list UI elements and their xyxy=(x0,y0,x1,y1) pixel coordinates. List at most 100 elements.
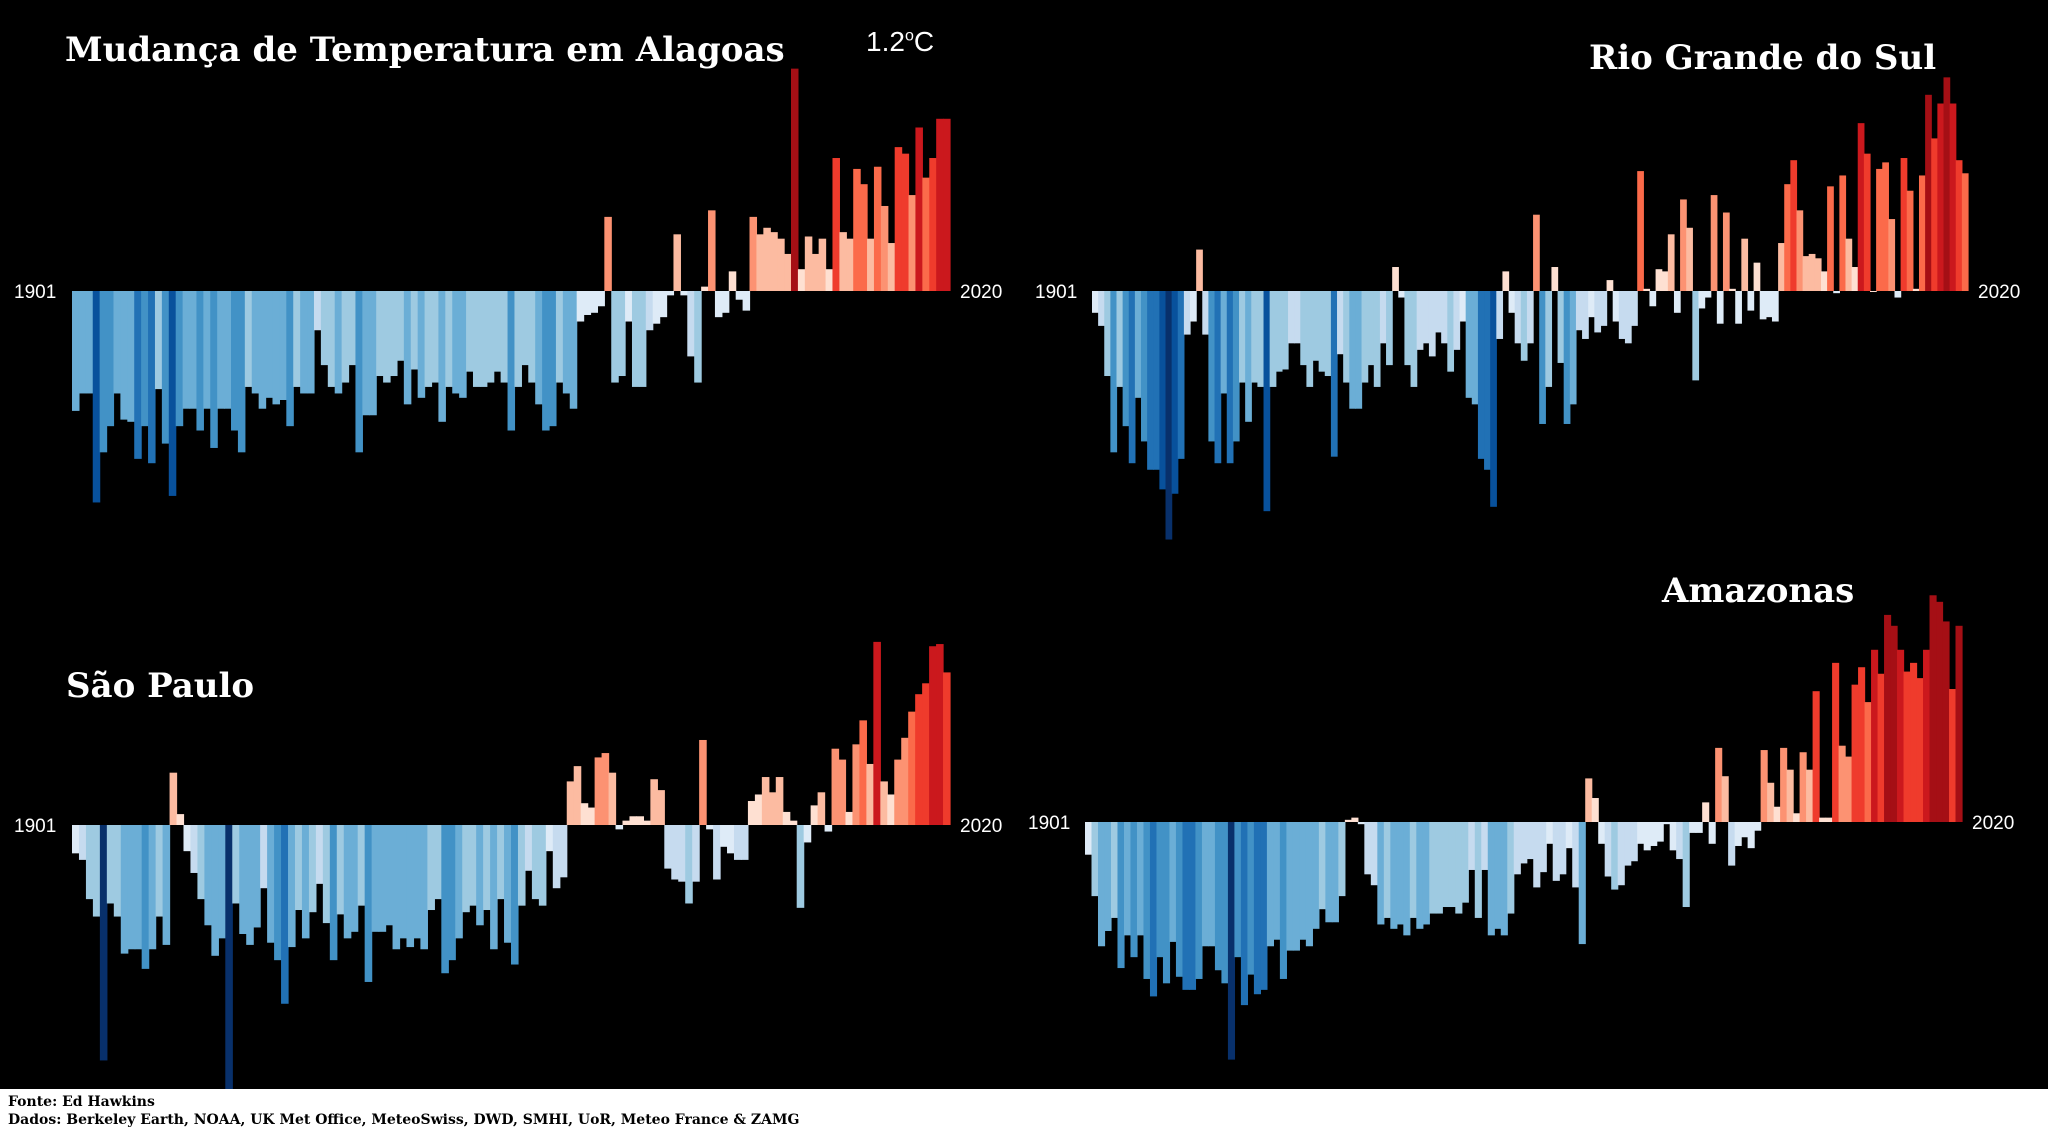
bar-sao-paulo-2018 xyxy=(887,794,895,825)
bar-sao-paulo-1906 xyxy=(106,825,115,904)
bar-rio-grande-do-sul-2037 xyxy=(1925,94,1932,291)
scale-note-unit: C xyxy=(913,26,935,57)
bar-rio-grande-do-sul-2038 xyxy=(1931,138,1938,291)
bar-amazonas-1940 xyxy=(1338,822,1346,897)
bar-sao-paulo-1933 xyxy=(294,825,303,911)
bar-sao-paulo-1960 xyxy=(483,825,491,911)
bar-sao-paulo-1937 xyxy=(322,825,331,924)
bar-alagoas-1998 xyxy=(742,291,751,311)
bar-rio-grande-do-sul-1909 xyxy=(1141,291,1148,442)
bar-alagoas-2005 xyxy=(790,68,799,291)
bar-amazonas-2015 xyxy=(1825,817,1833,822)
bar-sao-paulo-1999 xyxy=(754,794,763,825)
bar-sao-paulo-1936 xyxy=(315,825,324,884)
bar-amazonas-2010 xyxy=(1793,813,1801,822)
bar-alagoas-1939 xyxy=(334,291,343,394)
bar-rio-grande-do-sul-1950 xyxy=(1392,267,1399,291)
bar-alagoas-2004 xyxy=(784,253,792,291)
bar-amazonas-1953 xyxy=(1422,822,1430,925)
bar-alagoas-1904 xyxy=(92,291,101,503)
bar-alagoas-1970 xyxy=(549,291,557,427)
bar-sao-paulo-1985 xyxy=(657,790,665,825)
bar-alagoas-2008 xyxy=(811,253,820,291)
bar-alagoas-1903 xyxy=(85,291,94,394)
bar-rio-grande-do-sul-1993 xyxy=(1655,269,1663,291)
bar-rio-grande-do-sul-1983 xyxy=(1594,291,1602,333)
bar-sao-paulo-1917 xyxy=(183,825,192,852)
bar-alagoas-1928 xyxy=(258,291,267,409)
bar-amazonas-1931 xyxy=(1279,822,1287,979)
bar-alagoas-1940 xyxy=(341,291,350,383)
bar-sao-paulo-1963 xyxy=(504,825,512,943)
bar-alagoas-1986 xyxy=(659,291,668,318)
bar-sao-paulo-1913 xyxy=(155,825,164,917)
bar-sao-paulo-1961 xyxy=(490,825,498,950)
bar-sao-paulo-1976 xyxy=(594,757,603,825)
bar-rio-grande-do-sul-1984 xyxy=(1600,291,1608,326)
bar-amazonas-2031 xyxy=(1929,595,1937,822)
bar-amazonas-1962 xyxy=(1481,822,1489,870)
bar-alagoas-1963 xyxy=(500,291,509,383)
bar-rio-grande-do-sul-1940 xyxy=(1330,291,1338,457)
bar-rio-grande-do-sul-2014 xyxy=(1784,184,1791,291)
bar-amazonas-2028 xyxy=(1910,662,1918,822)
bar-rio-grande-do-sul-2023 xyxy=(1839,175,1847,291)
bar-rio-grande-do-sul-1930 xyxy=(1269,291,1277,387)
bar-alagoas-1905 xyxy=(99,291,108,453)
bar-sao-paulo-1940 xyxy=(343,825,352,939)
bar-rio-grande-do-sul-1976 xyxy=(1551,267,1559,291)
bar-rio-grande-do-sul-1924 xyxy=(1232,291,1240,442)
bar-sao-paulo-1932 xyxy=(288,825,296,948)
bar-rio-grande-do-sul-2015 xyxy=(1790,160,1798,291)
bar-sao-paulo-1950 xyxy=(413,825,422,939)
bar-rio-grande-do-sul-1910 xyxy=(1147,291,1154,470)
bar-sao-paulo-1959 xyxy=(476,825,484,926)
bar-amazonas-1914 xyxy=(1169,822,1177,942)
bar-sao-paulo-1945 xyxy=(378,825,387,932)
bar-rio-grande-do-sul-1955 xyxy=(1422,291,1430,344)
bar-rio-grande-do-sul-2027 xyxy=(1863,153,1871,291)
data-sources: Dados: Berkeley Earth, NOAA, UK Met Offi… xyxy=(8,1112,800,1128)
bar-amazonas-2008 xyxy=(1780,747,1788,822)
bar-amazonas-1918 xyxy=(1195,822,1203,979)
bar-rio-grande-do-sul-2010 xyxy=(1759,291,1767,320)
bar-alagoas-2013 xyxy=(846,238,854,291)
bar-amazonas-1943 xyxy=(1357,822,1365,825)
bar-amazonas-2012 xyxy=(1806,769,1814,822)
bar-sao-paulo-1926 xyxy=(246,825,254,945)
bar-rio-grande-do-sul-1971 xyxy=(1520,291,1528,361)
bar-amazonas-1993 xyxy=(1682,822,1690,908)
bar-sao-paulo-1942 xyxy=(357,825,366,906)
bar-rio-grande-do-sul-2012 xyxy=(1771,291,1779,322)
bar-sao-paulo-1977 xyxy=(601,753,610,825)
bar-sao-paulo-2014 xyxy=(859,720,867,825)
bar-alagoas-1902 xyxy=(78,291,87,394)
bar-rio-grande-do-sul-1912 xyxy=(1159,291,1167,490)
bar-alagoas-2021 xyxy=(901,153,910,291)
bar-alagoas-1987 xyxy=(666,291,675,296)
bar-alagoas-1909 xyxy=(127,291,135,422)
bar-sao-paulo-1988 xyxy=(678,825,686,882)
bar-rio-grande-do-sul-1949 xyxy=(1386,291,1393,366)
bar-amazonas-1912 xyxy=(1156,822,1164,958)
bar-alagoas-1932 xyxy=(286,291,294,427)
bar-sao-paulo-1983 xyxy=(643,820,651,825)
bar-amazonas-1936 xyxy=(1312,822,1320,929)
bar-sao-paulo-2022 xyxy=(915,694,923,825)
bar-alagoas-1921 xyxy=(210,291,218,448)
bar-rio-grande-do-sul-1916 xyxy=(1183,291,1191,335)
bar-amazonas-1933 xyxy=(1292,822,1300,951)
bar-amazonas-1988 xyxy=(1650,822,1658,846)
bar-amazonas-2007 xyxy=(1773,806,1781,822)
bar-alagoas-1975 xyxy=(583,291,592,315)
bar-sao-paulo-1919 xyxy=(197,825,205,900)
bar-amazonas-1985 xyxy=(1630,822,1638,862)
bar-amazonas-1983 xyxy=(1617,822,1625,886)
bar-rio-grande-do-sul-1943 xyxy=(1349,291,1357,409)
bar-amazonas-1948 xyxy=(1390,822,1398,929)
bar-amazonas-1968 xyxy=(1520,822,1528,864)
bar-sao-paulo-1927 xyxy=(253,825,261,928)
bar-alagoas-1993 xyxy=(708,210,716,291)
bar-sao-paulo-2004 xyxy=(789,820,798,825)
bar-rio-grande-do-sul-1974 xyxy=(1539,291,1546,424)
